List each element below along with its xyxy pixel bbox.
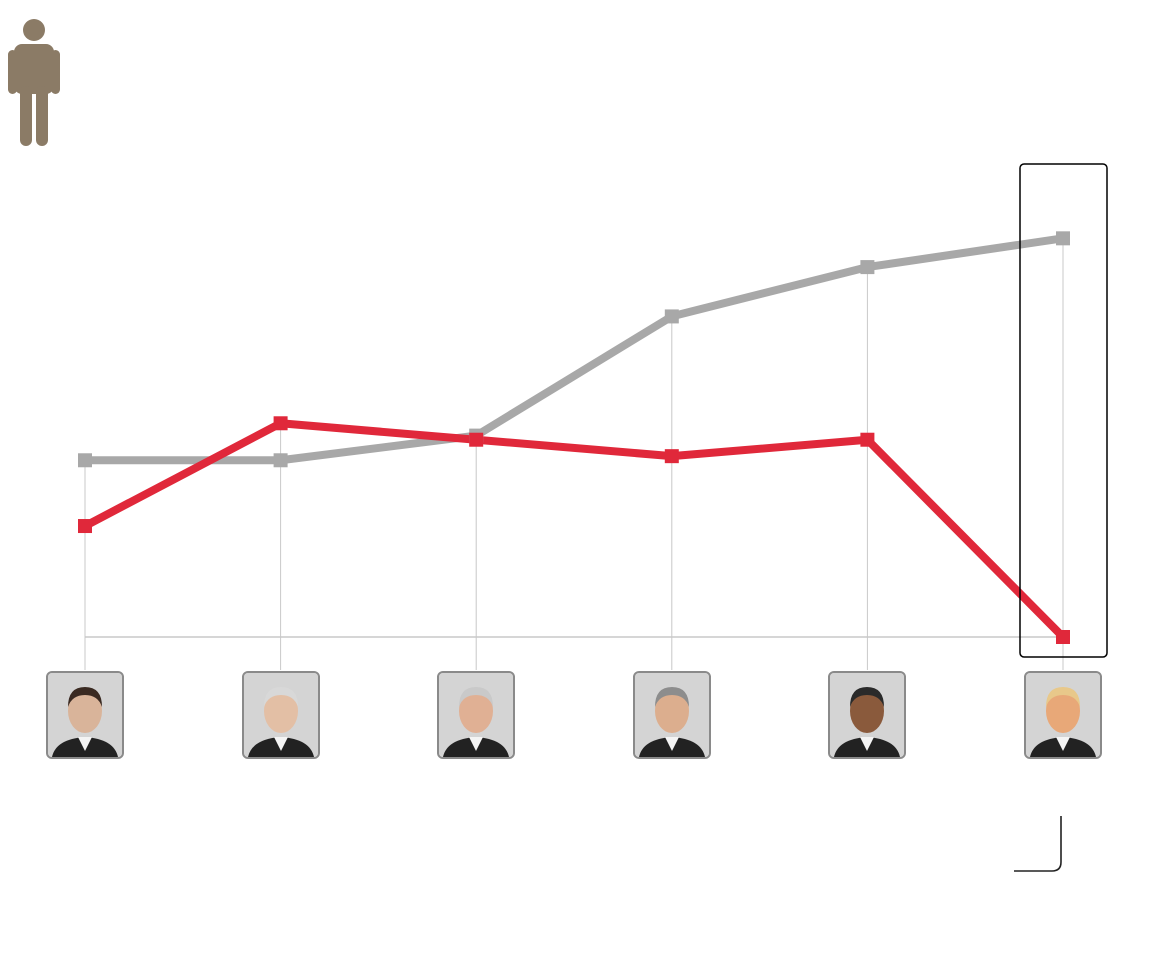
portrait-2 bbox=[437, 671, 516, 759]
series-1-point-1 bbox=[273, 453, 288, 468]
portrait-5 bbox=[1024, 671, 1102, 759]
callout-bracket bbox=[1014, 816, 1062, 872]
series-0-point-1 bbox=[273, 416, 288, 431]
series-1-point-3 bbox=[664, 309, 679, 324]
highlight-box bbox=[1019, 163, 1108, 658]
series-markers bbox=[78, 231, 1070, 644]
series-0-point-5 bbox=[1056, 630, 1070, 644]
series-1-point-4 bbox=[860, 260, 875, 275]
portrait-icon bbox=[634, 673, 709, 757]
series-line-0 bbox=[83, 419, 1066, 640]
portrait-1 bbox=[241, 671, 320, 759]
portrait-icon bbox=[830, 673, 905, 757]
person-icon bbox=[8, 19, 60, 146]
portrait-4 bbox=[828, 671, 907, 759]
portrait-icon bbox=[243, 673, 318, 757]
gridlines bbox=[84, 238, 1064, 670]
portrait-3 bbox=[632, 671, 711, 759]
series-0-point-0 bbox=[78, 519, 92, 534]
portrait-icon bbox=[439, 673, 514, 757]
series-lines bbox=[83, 234, 1066, 640]
series-0-point-3 bbox=[664, 449, 679, 464]
series-1-point-5 bbox=[1056, 231, 1070, 246]
series-0-point-2 bbox=[469, 432, 484, 447]
portrait-icon bbox=[1026, 673, 1100, 757]
series-1-point-0 bbox=[78, 453, 92, 468]
portrait-icon bbox=[48, 673, 122, 757]
series-line-1 bbox=[85, 234, 1064, 465]
series-0-point-4 bbox=[860, 432, 875, 447]
portrait-0 bbox=[46, 671, 124, 759]
